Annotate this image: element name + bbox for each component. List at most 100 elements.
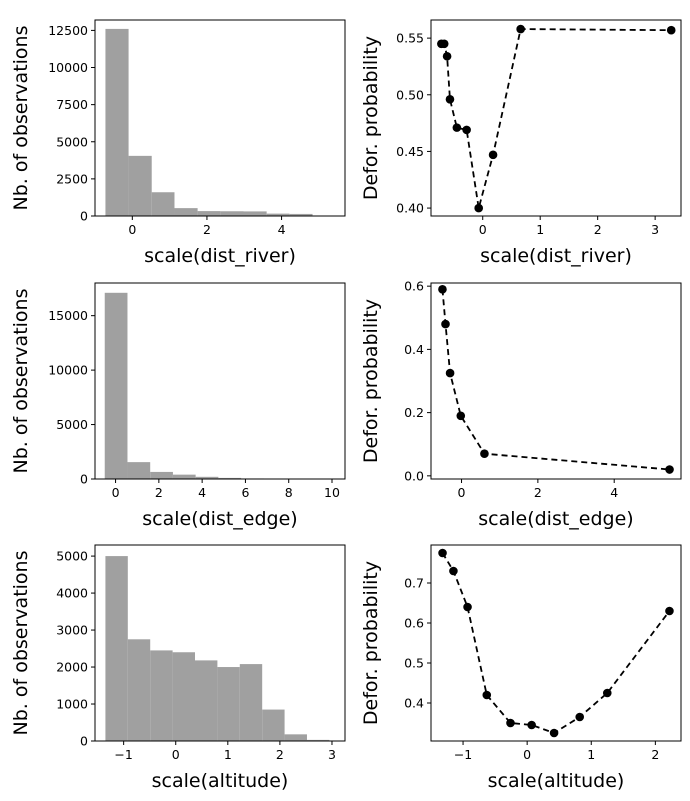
x-tick-label: 4 [610, 485, 618, 500]
x-tick-label: 1 [587, 747, 595, 762]
x-tick-label: −1 [114, 747, 132, 762]
histogram-bar [150, 650, 173, 741]
histogram-bar [262, 709, 285, 741]
histogram-bar [150, 471, 173, 479]
data-point [549, 728, 559, 738]
data-point [445, 95, 455, 104]
histogram-bar [266, 213, 290, 216]
histogram-bar [151, 192, 175, 216]
histogram-bar [128, 155, 152, 216]
y-tick-label: 7500 [56, 97, 88, 112]
x-tick-label: 2 [155, 485, 163, 500]
y-tick-label: 1000 [56, 697, 88, 712]
data-point [438, 285, 447, 294]
histogram-bar [174, 208, 198, 216]
histogram-bar [104, 292, 128, 479]
y-tick-label: 2500 [56, 171, 88, 186]
y-tick-label: 3000 [56, 623, 88, 638]
x-tick-label: 2 [203, 222, 211, 237]
y-tick-label: 0.7 [404, 576, 424, 591]
plot-frame [430, 282, 682, 480]
histogram-bar [289, 213, 313, 216]
plot-frame [430, 19, 682, 217]
y-tick-label: 0.6 [404, 279, 424, 294]
subplot-5: −1 0 1 2 3 0 1000 2000 3000 4000 5000 scale(altitud… [10, 544, 346, 792]
data-point [488, 150, 498, 160]
data-point [442, 51, 452, 61]
y-tick-label: 15000 [48, 308, 88, 323]
subplot-3: 0 2 4 6 8 10 0 5000 10000 15000 scale(dist_edge) Nb… [10, 282, 346, 530]
x-axis-label: scale(dist_edge) [142, 508, 297, 530]
data-point [438, 548, 447, 558]
plot-frame [430, 544, 682, 742]
histogram-bar [284, 734, 307, 741]
x-tick-label: 8 [285, 485, 293, 500]
series-line [441, 289, 670, 471]
subplot-4: 0 2 4 0.0 0.2 0.4 0.6 scale(dist_edge) Defor. pr… [360, 279, 682, 530]
y-tick-label: 0.4 [404, 342, 424, 357]
y-tick-label: 10000 [48, 60, 88, 75]
x-tick-label: 2 [534, 485, 542, 500]
x-tick-label: 0 [128, 222, 136, 237]
x-tick-label: 1 [536, 222, 544, 237]
y-axis-label: Nb. of observations [10, 26, 32, 211]
y-axis-label: Nb. of observations [10, 551, 32, 736]
x-axis-label: scale(dist_river) [144, 245, 296, 267]
histogram-bar [127, 639, 151, 741]
data-point [462, 125, 471, 135]
data-point [516, 24, 525, 34]
y-tick-label: 0.0 [404, 468, 424, 483]
data-point [452, 123, 462, 132]
data-point [666, 25, 676, 35]
plot-frame [94, 282, 346, 480]
x-tick-label: 2 [276, 747, 284, 762]
y-axis-label: Defor. probability [360, 299, 382, 463]
histogram-bar [220, 211, 244, 216]
subplot-6: −1 0 1 2 0.4 0.5 0.6 0.7 scale(altitude) Defor. p… [360, 544, 682, 792]
y-tick-label: 0.6 [404, 616, 424, 631]
x-axis-label: scale(dist_edge) [478, 508, 633, 530]
histogram-bar [172, 474, 196, 479]
y-axis-label: Nb. of observations [10, 289, 32, 474]
y-tick-label: 0.40 [396, 201, 424, 216]
y-tick-label: 2000 [56, 660, 88, 675]
x-tick-label: 0 [112, 485, 120, 500]
x-tick-label: −1 [454, 747, 472, 762]
y-tick-label: 0.45 [396, 144, 424, 159]
data-point [463, 602, 472, 612]
x-tick-label: 2 [651, 747, 659, 762]
y-tick-label: 0.4 [404, 696, 424, 711]
y-tick-label: 0.50 [396, 87, 424, 102]
y-tick-label: 0 [80, 209, 88, 224]
histogram-bar [306, 739, 330, 741]
x-tick-label: 0 [523, 747, 531, 762]
data-point [456, 411, 466, 421]
x-axis-label: scale(altitude) [488, 770, 625, 792]
subplot-2: 0 1 2 3 0.40 0.45 0.50 0.55 scale(dist_river) Def… [360, 19, 682, 267]
y-tick-label: 0.2 [404, 405, 424, 420]
histogram-bar [105, 556, 128, 741]
y-tick-label: 5000 [56, 417, 88, 432]
subplot-1: 0 2 4 0 2500 5000 7500 10000 12500 scale(dist_riv… [10, 19, 346, 267]
x-axis-label: scale(altitude) [152, 770, 289, 792]
x-tick-label: 3 [328, 747, 336, 762]
x-tick-label: 3 [651, 222, 659, 237]
histogram-bar [217, 667, 240, 741]
data-point [445, 368, 455, 378]
histogram-bar [105, 28, 129, 217]
histogram-bar [195, 476, 219, 479]
data-point [482, 690, 492, 700]
histogram-bar [218, 477, 242, 479]
plot-frame [94, 544, 346, 742]
x-tick-label: 0 [479, 222, 487, 237]
x-tick-label: 4 [278, 222, 286, 237]
data-point [602, 688, 612, 698]
histogram-bar [197, 211, 221, 216]
data-point [665, 606, 674, 616]
y-tick-label: 10000 [48, 363, 88, 378]
histogram-bar [127, 462, 151, 479]
histogram-bar [172, 652, 195, 741]
histogram-bar [239, 664, 263, 741]
histogram-bar [243, 211, 267, 216]
